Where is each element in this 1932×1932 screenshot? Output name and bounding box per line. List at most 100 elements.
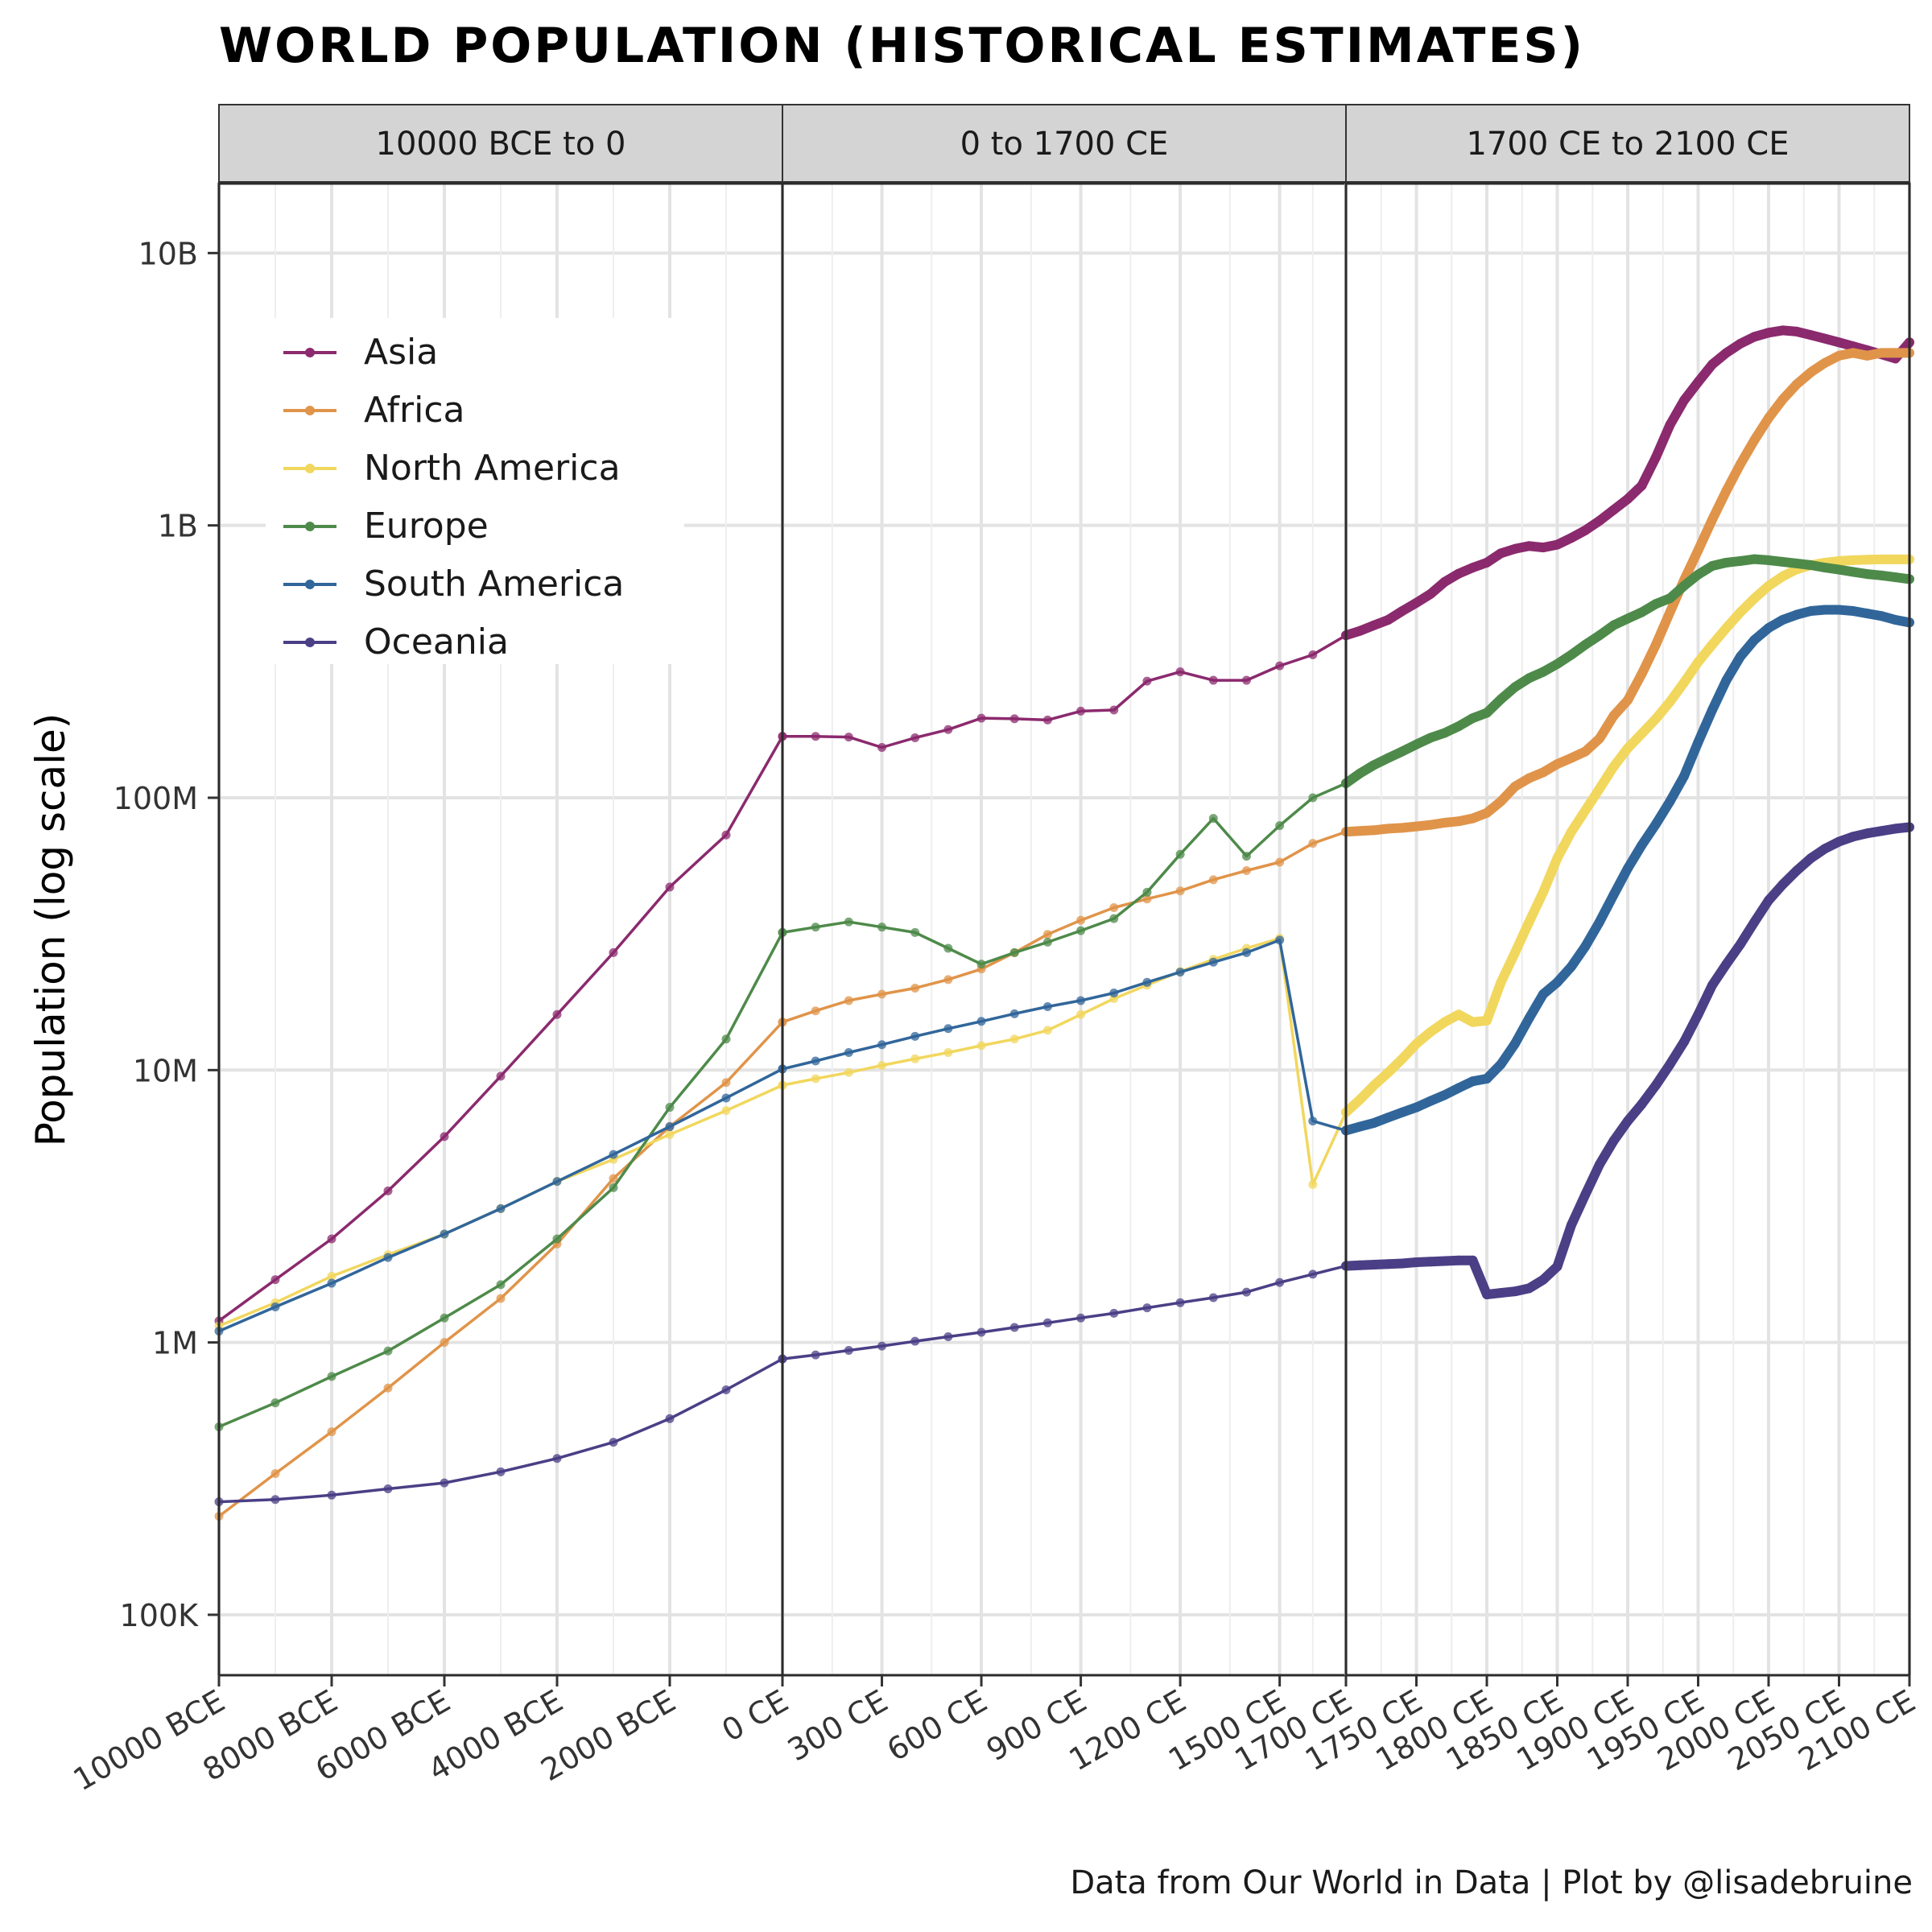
- data-point: [811, 1350, 820, 1360]
- data-point: [1468, 1076, 1478, 1087]
- data-point: [1439, 576, 1450, 587]
- data-point: [1397, 605, 1407, 616]
- data-point: [1806, 605, 1816, 616]
- data-point: [1175, 667, 1185, 677]
- series-europe: [778, 778, 1351, 969]
- data-point: [1482, 1073, 1492, 1084]
- data-point: [552, 1009, 562, 1019]
- data-point: [1241, 947, 1251, 957]
- chart-title: WORLD POPULATION (HISTORICAL ESTIMATES): [219, 18, 1586, 74]
- data-point: [811, 923, 820, 932]
- data-point: [1623, 1116, 1633, 1126]
- x-tick-label: 600 CE: [881, 1683, 993, 1769]
- data-point: [1595, 515, 1604, 526]
- data-point: [910, 983, 920, 993]
- data-point: [1580, 639, 1591, 650]
- data-point: [1567, 961, 1576, 972]
- data-point: [1369, 760, 1379, 770]
- y-tick-label: 10M: [133, 1053, 198, 1088]
- data-point: [1580, 941, 1591, 952]
- data-point: [1355, 1121, 1365, 1132]
- data-point: [1764, 623, 1773, 634]
- data-point: [1721, 675, 1732, 686]
- data-point: [1383, 753, 1393, 763]
- data-point: [1777, 879, 1788, 890]
- data-point: [496, 1203, 506, 1213]
- data-point: [1355, 826, 1365, 836]
- data-point: [1679, 580, 1689, 591]
- data-point: [1439, 817, 1450, 828]
- series-line: [781, 936, 1348, 1187]
- series-oceania: [1341, 822, 1914, 1300]
- data-point: [1764, 895, 1773, 906]
- data-point: [1693, 657, 1703, 667]
- data-point: [1076, 915, 1086, 925]
- data-point: [1552, 759, 1563, 770]
- data-point: [1411, 1038, 1422, 1049]
- data-point: [1524, 1013, 1534, 1023]
- data-point: [1736, 651, 1745, 662]
- data-point: [1208, 1293, 1218, 1302]
- data-point: [665, 882, 675, 892]
- legend-label: Asia: [364, 332, 438, 373]
- data-point: [440, 1313, 449, 1323]
- data-point: [976, 1041, 986, 1051]
- data-point: [1042, 1001, 1052, 1011]
- data-point: [1552, 853, 1563, 864]
- data-point: [1608, 620, 1619, 630]
- data-point: [1862, 569, 1872, 580]
- data-point: [1862, 555, 1872, 565]
- data-point: [1567, 650, 1576, 660]
- legend-label: Africa: [364, 390, 465, 431]
- data-point: [1468, 563, 1478, 573]
- data-point: [1411, 597, 1422, 608]
- data-point: [1820, 333, 1830, 344]
- legend: Asia Africa North America Europe South Ameri…: [266, 318, 684, 664]
- series-africa: [778, 827, 1351, 1027]
- data-point: [327, 1427, 336, 1437]
- data-point: [1109, 914, 1119, 923]
- data-point: [1009, 1009, 1019, 1018]
- data-point: [270, 1495, 280, 1505]
- legend-item: North America: [283, 448, 621, 489]
- data-point: [1426, 733, 1435, 743]
- data-point: [1510, 1286, 1520, 1297]
- data-point: [1538, 667, 1548, 677]
- y-axis-title: Population (log scale): [27, 713, 74, 1147]
- data-point: [1109, 705, 1119, 715]
- data-point: [1707, 704, 1717, 715]
- data-point: [1637, 669, 1647, 679]
- data-point: [1736, 939, 1745, 949]
- data-point: [1693, 545, 1703, 555]
- series-line: [781, 939, 1348, 1133]
- data-point: [1595, 1159, 1604, 1170]
- data-point: [1834, 605, 1844, 615]
- data-point: [1792, 379, 1802, 390]
- y-tick-label: 100K: [120, 1598, 200, 1633]
- data-point: [1142, 1303, 1152, 1313]
- data-point: [1426, 1096, 1435, 1106]
- data-point: [877, 1040, 887, 1050]
- data-point: [1876, 554, 1886, 564]
- data-point: [1482, 807, 1492, 818]
- data-point: [1707, 359, 1717, 369]
- data-point: [1764, 328, 1773, 338]
- data-point: [1637, 607, 1647, 617]
- data-point: [270, 1398, 280, 1408]
- data-point: [1637, 840, 1647, 850]
- data-point: [1820, 357, 1830, 368]
- data-point: [1651, 1080, 1661, 1091]
- data-point: [1397, 1107, 1407, 1117]
- data-point: [1721, 623, 1732, 634]
- legend-key-point: [305, 638, 315, 647]
- data-point: [910, 1031, 920, 1041]
- data-point: [496, 1294, 506, 1303]
- data-point: [1496, 1059, 1506, 1070]
- data-point: [1042, 930, 1052, 939]
- data-point: [1764, 555, 1773, 565]
- data-point: [1792, 326, 1802, 336]
- data-point: [1208, 875, 1218, 885]
- data-point: [1496, 796, 1506, 807]
